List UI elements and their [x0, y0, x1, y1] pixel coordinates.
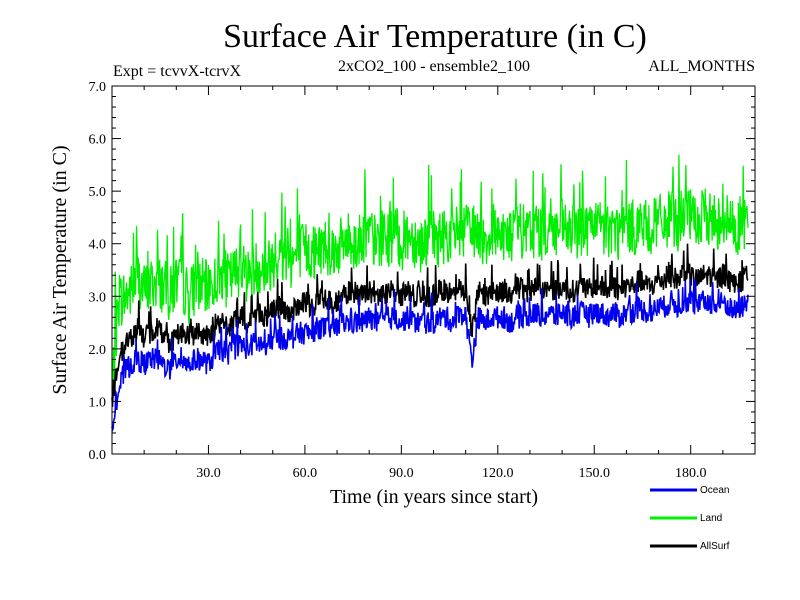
- y-tick-label: 6.0: [89, 133, 107, 148]
- header-left: Expt = tcvvX-tcrvX: [113, 63, 242, 80]
- legend-label-land: Land: [700, 513, 722, 524]
- series-layer: [111, 154, 749, 433]
- legend: Ocean Land AllSurf: [650, 485, 730, 552]
- header-right: ALL_MONTHS: [648, 58, 755, 75]
- legend-label-allsurf: AllSurf: [700, 541, 730, 552]
- x-tick-label: 150.0: [579, 466, 611, 481]
- y-tick-label: 3.0: [89, 290, 107, 305]
- x-tick-label: 180.0: [675, 466, 707, 481]
- y-axis: 0.0 1.0 2.0 3.0 4.0 5.0 6.0 7.0: [89, 80, 755, 463]
- x-tick-label: 120.0: [482, 466, 514, 481]
- y-tick-label: 0.0: [89, 448, 107, 463]
- chart-title: Surface Air Temperature (in C): [223, 18, 647, 55]
- x-tick-label: 30.0: [196, 466, 221, 481]
- x-tick-label: 60.0: [293, 466, 318, 481]
- series-line-allsurf: [111, 243, 749, 407]
- header-center: 2xCO2_100 - ensemble2_100: [338, 58, 530, 75]
- y-axis-label: Surface Air Temperature (in C): [49, 145, 71, 394]
- series-line-ocean: [111, 279, 749, 433]
- y-tick-label: 2.0: [89, 343, 107, 358]
- y-tick-label: 7.0: [89, 80, 107, 95]
- x-axis: 30.0 60.0 90.0 120.0 150.0 180.0: [111, 86, 756, 481]
- y-tick-label: 1.0: [89, 395, 107, 410]
- y-tick-label: 5.0: [89, 185, 107, 200]
- x-axis-label: Time (in years since start): [330, 486, 538, 508]
- y-tick-label: 4.0: [89, 238, 107, 253]
- series-line-land: [111, 154, 749, 386]
- x-tick-label: 90.0: [389, 466, 414, 481]
- legend-label-ocean: Ocean: [700, 485, 729, 496]
